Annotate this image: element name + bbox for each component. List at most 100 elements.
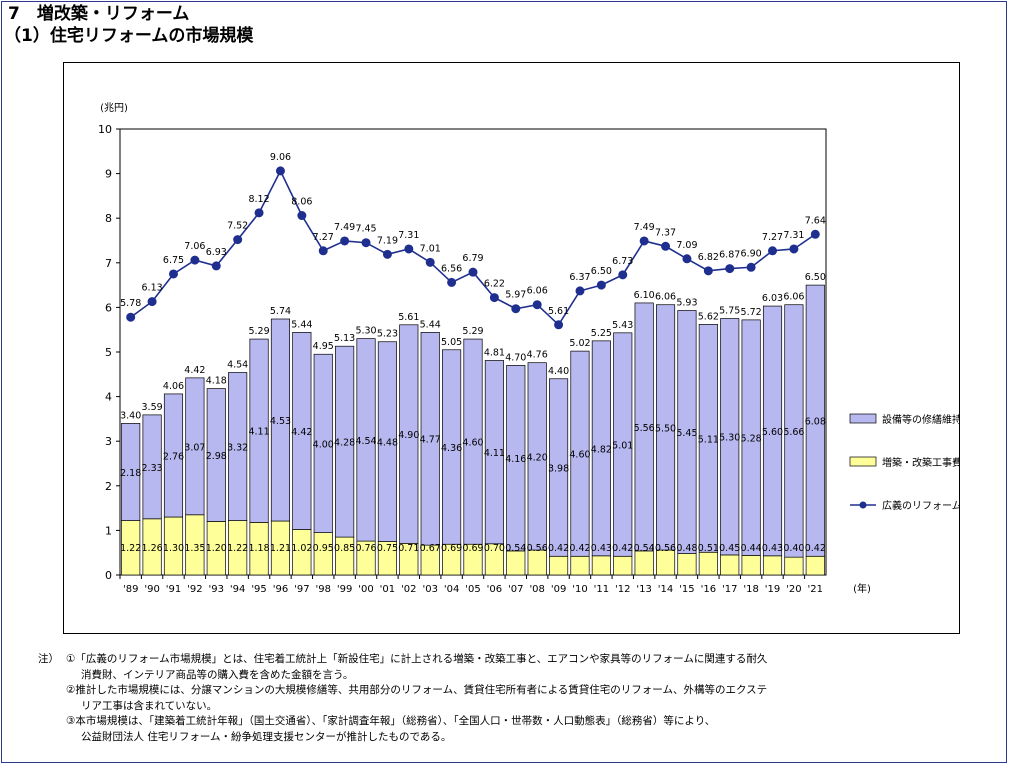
label-bar-total: 5.13	[334, 333, 355, 344]
bar-equipment-repair	[377, 341, 397, 542]
label-renovation-extension: 0.69	[441, 543, 462, 554]
label-broad-reform: 7.27	[762, 232, 783, 243]
x-tick-label: '12	[615, 584, 630, 595]
y-tick-label: 10	[98, 123, 112, 136]
label-equipment-repair: 4.42	[291, 427, 312, 438]
x-tick-label: '94	[230, 584, 245, 595]
label-equipment-repair: 4.20	[527, 452, 548, 463]
x-tick-label: '07	[508, 584, 523, 595]
point-broad-reform	[489, 293, 499, 303]
bar-equipment-repair	[655, 304, 676, 551]
point-broad-reform	[703, 266, 713, 276]
point-broad-reform	[532, 300, 542, 310]
label-broad-reform: 8.12	[248, 194, 269, 205]
label-broad-reform: 7.49	[634, 222, 655, 233]
x-tick-label: '03	[422, 584, 437, 595]
y-tick-label: 4	[105, 391, 112, 404]
bar-equipment-repair	[163, 393, 184, 518]
bar-equipment-repair	[313, 353, 333, 533]
x-tick-label: '97	[294, 584, 309, 595]
label-renovation-extension: 1.18	[248, 543, 269, 554]
label-bar-total: 5.62	[698, 311, 719, 322]
label-equipment-repair: 4.60	[569, 450, 590, 461]
point-broad-reform	[639, 236, 649, 246]
label-equipment-repair: 5.50	[655, 423, 676, 434]
point-broad-reform	[682, 254, 692, 264]
label-equipment-repair: 6.08	[805, 417, 826, 428]
point-broad-reform	[318, 246, 328, 256]
note-prefix: 注）	[38, 653, 59, 665]
point-broad-reform	[768, 246, 778, 256]
x-tick-label: '05	[465, 584, 480, 595]
x-tick-label: '96	[273, 584, 288, 595]
x-tick-label: '19	[765, 584, 780, 595]
reform-market-chart: 0 1 2 3 4 5 6 7 8 9 10 (兆円) 1.22 2.18 3.40 '89 1.26 2.33 3…	[98, 102, 959, 595]
bar-equipment-repair	[805, 284, 825, 557]
label-bar-total: 4.06	[163, 381, 184, 392]
label-broad-reform: 6.87	[719, 250, 740, 261]
label-bar-total: 5.75	[719, 306, 740, 317]
label-renovation-extension: 0.56	[527, 543, 548, 554]
label-bar-total: 5.25	[591, 328, 612, 339]
legend-marker	[859, 501, 867, 509]
point-broad-reform	[661, 241, 671, 251]
bar-equipment-repair	[420, 332, 440, 546]
label-equipment-repair: 4.00	[313, 439, 334, 450]
point-broad-reform	[211, 261, 221, 271]
label-renovation-extension: 1.21	[270, 543, 291, 554]
x-tick-label: '16	[701, 584, 716, 595]
label-broad-reform: 7.64	[805, 215, 826, 226]
bar-equipment-repair	[228, 372, 248, 521]
bar-equipment-repair	[399, 324, 419, 544]
x-tick-label: '95	[251, 584, 266, 595]
bar-equipment-repair	[527, 362, 547, 551]
label-equipment-repair: 5.45	[676, 428, 697, 439]
bar-renovation-extension	[698, 551, 718, 576]
label-renovation-extension: 1.26	[142, 543, 163, 554]
legend-swatch	[849, 456, 877, 467]
bar-renovation-extension	[591, 555, 611, 576]
label-bar-total: 4.40	[548, 366, 569, 377]
label-bar-total: 5.30	[355, 326, 376, 337]
x-tick-label: '89	[123, 584, 138, 595]
label-broad-reform: 5.61	[548, 306, 569, 317]
x-tick-label: '09	[551, 584, 566, 595]
x-tick-label: '21	[808, 584, 823, 595]
label-broad-reform: 8.06	[291, 197, 312, 208]
label-bar-total: 5.02	[569, 338, 590, 349]
note-line-2: 消費財、インテリア商品等の購入費を含めた金額を言う。	[81, 668, 354, 681]
label-broad-reform: 7.31	[783, 230, 804, 241]
label-broad-reform: 6.06	[527, 286, 548, 297]
label-broad-reform: 7.01	[420, 243, 441, 254]
label-renovation-extension: 0.54	[505, 543, 526, 554]
label-renovation-extension: 0.54	[634, 543, 655, 554]
label-equipment-repair: 3.98	[548, 464, 569, 475]
bar-equipment-repair	[442, 349, 462, 545]
x-tick-label: '11	[594, 584, 609, 595]
label-bar-total: 6.06	[655, 292, 676, 303]
bar-equipment-repair	[185, 377, 205, 516]
label-renovation-extension: 0.69	[462, 543, 483, 554]
x-tick-label: '93	[209, 584, 224, 595]
label-bar-total: 4.76	[527, 350, 548, 361]
legend-label: 増築・改築工事費	[882, 456, 959, 469]
label-broad-reform: 6.90	[741, 248, 762, 259]
note-line-3: ②推計した市場規模には、分譲マンションの大規模修繕等、共用部分のリフォーム、賃貸…	[66, 684, 768, 696]
point-broad-reform	[789, 244, 799, 254]
x-tick-label: '20	[786, 584, 801, 595]
x-tick-label: '17	[722, 584, 737, 595]
label-renovation-extension: 1.22	[120, 543, 141, 554]
x-tick-label: '06	[487, 584, 502, 595]
label-bar-total: 3.40	[120, 410, 141, 421]
label-bar-total: 6.03	[762, 293, 783, 304]
label-bar-total: 4.70	[505, 352, 526, 363]
x-tick-label: '92	[187, 584, 202, 595]
bar-equipment-repair	[698, 323, 718, 553]
bar-renovation-extension	[762, 555, 783, 576]
point-broad-reform	[233, 235, 243, 245]
label-bar-total: 5.93	[676, 298, 697, 309]
x-tick-label: '02	[401, 584, 416, 595]
label-broad-reform: 7.31	[398, 230, 419, 241]
label-equipment-repair: 4.60	[462, 438, 483, 449]
label-bar-total: 4.95	[313, 341, 334, 352]
